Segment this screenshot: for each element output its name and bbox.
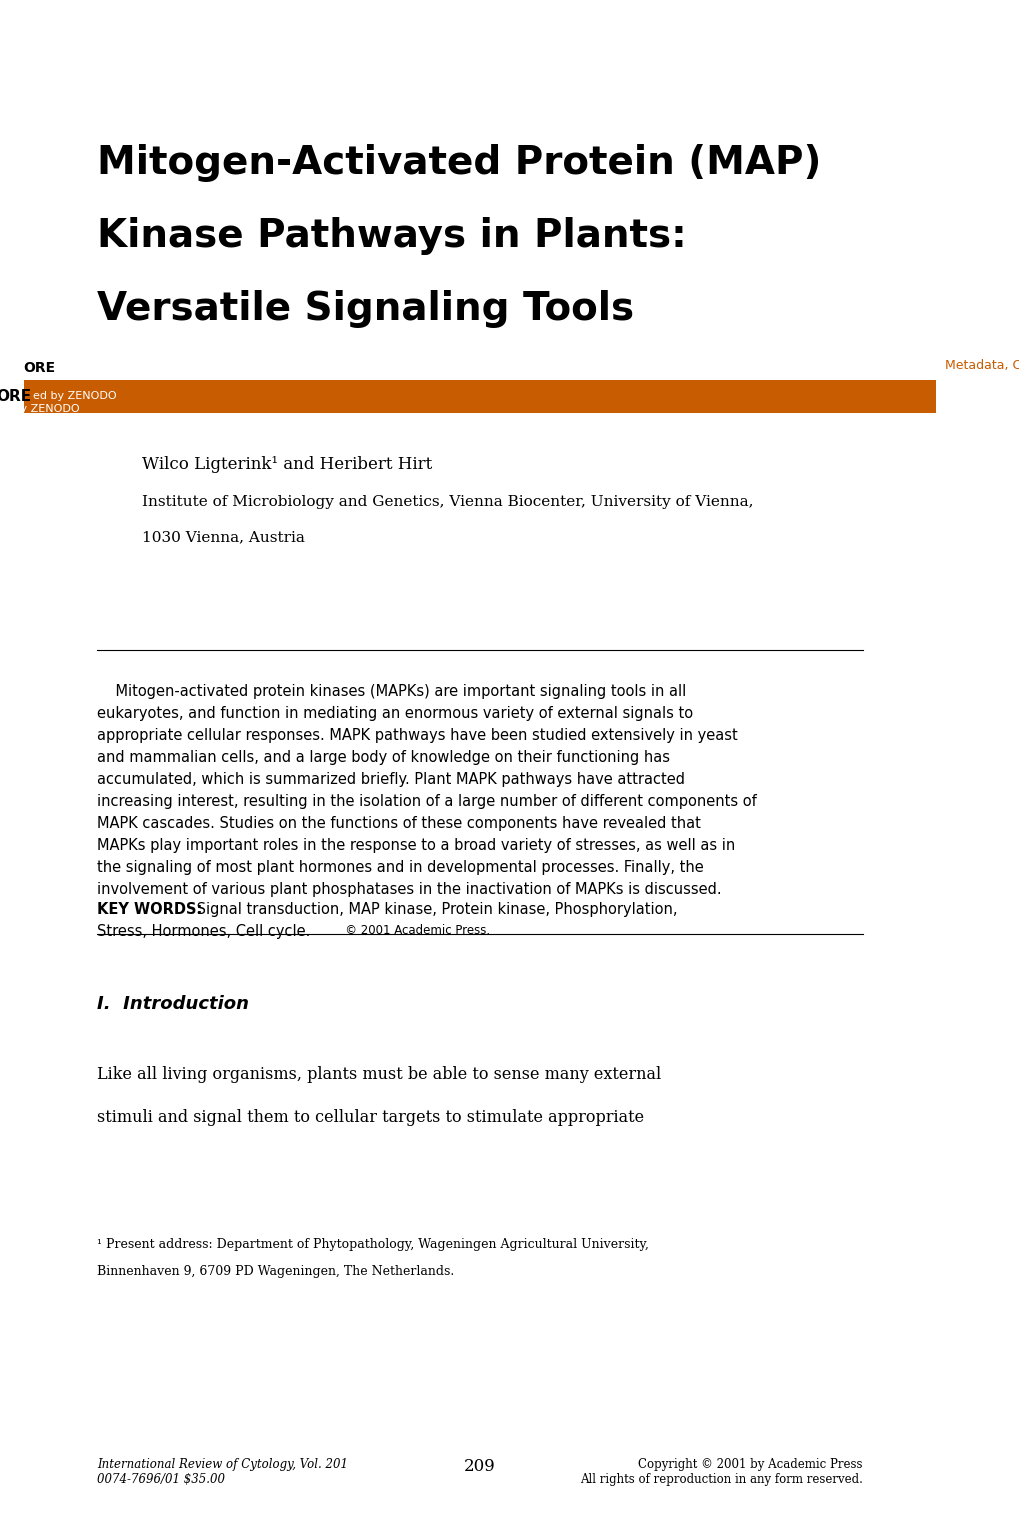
Text: Mitogen-Activated Protein (MAP): Mitogen-Activated Protein (MAP) xyxy=(97,144,820,182)
Text: Versatile Signaling Tools: Versatile Signaling Tools xyxy=(97,290,633,328)
Text: Mitogen-activated protein kinases (MAPKs) are important signaling tools in all: Mitogen-activated protein kinases (MAPKs… xyxy=(97,684,685,699)
Text: ORE: ORE xyxy=(0,389,32,404)
Text: KEY WORDS:: KEY WORDS: xyxy=(97,902,202,917)
Text: International Review of Cytology, Vol. 201
0074-7696/01 $35.00: International Review of Cytology, Vol. 2… xyxy=(97,1458,347,1486)
Text: increasing interest, resulting in the isolation of a large number of different c: increasing interest, resulting in the is… xyxy=(97,793,756,808)
Text: ed by ZENODO: ed by ZENODO xyxy=(0,404,79,413)
Text: Wilco Ligterink¹ and Heribert Hirt: Wilco Ligterink¹ and Heribert Hirt xyxy=(143,456,432,472)
Text: ¹ Present address: Department of Phytopathology, Wageningen Agricultural Univers: ¹ Present address: Department of Phytopa… xyxy=(97,1238,648,1252)
Text: appropriate cellular responses. MAPK pathways have been studied extensively in y: appropriate cellular responses. MAPK pat… xyxy=(97,728,737,743)
Text: Like all living organisms, plants must be able to sense many external: Like all living organisms, plants must b… xyxy=(97,1066,660,1083)
Text: © 2001 Academic Press.: © 2001 Academic Press. xyxy=(333,924,489,937)
FancyBboxPatch shape xyxy=(23,380,934,413)
Text: Metadata, C: Metadata, C xyxy=(944,358,1019,372)
Text: 209: 209 xyxy=(464,1458,495,1475)
Text: stimuli and signal them to cellular targets to stimulate appropriate: stimuli and signal them to cellular targ… xyxy=(97,1109,643,1126)
Text: and mammalian cells, and a large body of knowledge on their functioning has: and mammalian cells, and a large body of… xyxy=(97,749,669,764)
Text: accumulated, which is summarized briefly. Plant MAPK pathways have attracted: accumulated, which is summarized briefly… xyxy=(97,772,684,787)
Text: eukaryotes, and function in mediating an enormous variety of external signals to: eukaryotes, and function in mediating an… xyxy=(97,705,692,720)
Text: Binnenhaven 9, 6709 PD Wageningen, The Netherlands.: Binnenhaven 9, 6709 PD Wageningen, The N… xyxy=(97,1265,453,1279)
Text: involvement of various plant phosphatases in the inactivation of MAPKs is discus: involvement of various plant phosphatase… xyxy=(97,881,720,896)
Text: Signal transduction, MAP kinase, Protein kinase, Phosphorylation,: Signal transduction, MAP kinase, Protein… xyxy=(193,902,678,917)
Text: I.  Introduction: I. Introduction xyxy=(97,995,249,1013)
Text: 1030 Vienna, Austria: 1030 Vienna, Austria xyxy=(143,530,305,544)
Text: ed by ZENODO: ed by ZENODO xyxy=(33,392,116,401)
Text: the signaling of most plant hormones and in developmental processes. Finally, th: the signaling of most plant hormones and… xyxy=(97,860,703,875)
Text: Kinase Pathways in Plants:: Kinase Pathways in Plants: xyxy=(97,217,686,255)
Text: Institute of Microbiology and Genetics, Vienna Biocenter, University of Vienna,: Institute of Microbiology and Genetics, … xyxy=(143,495,753,509)
Text: Stress, Hormones, Cell cycle.: Stress, Hormones, Cell cycle. xyxy=(97,924,310,939)
Text: MAPK cascades. Studies on the functions of these components have revealed that: MAPK cascades. Studies on the functions … xyxy=(97,816,700,831)
Text: ORE: ORE xyxy=(23,362,56,375)
Text: Copyright © 2001 by Academic Press
All rights of reproduction in any form reserv: Copyright © 2001 by Academic Press All r… xyxy=(580,1458,862,1486)
Text: MAPKs play important roles in the response to a broad variety of stresses, as we: MAPKs play important roles in the respon… xyxy=(97,837,735,852)
